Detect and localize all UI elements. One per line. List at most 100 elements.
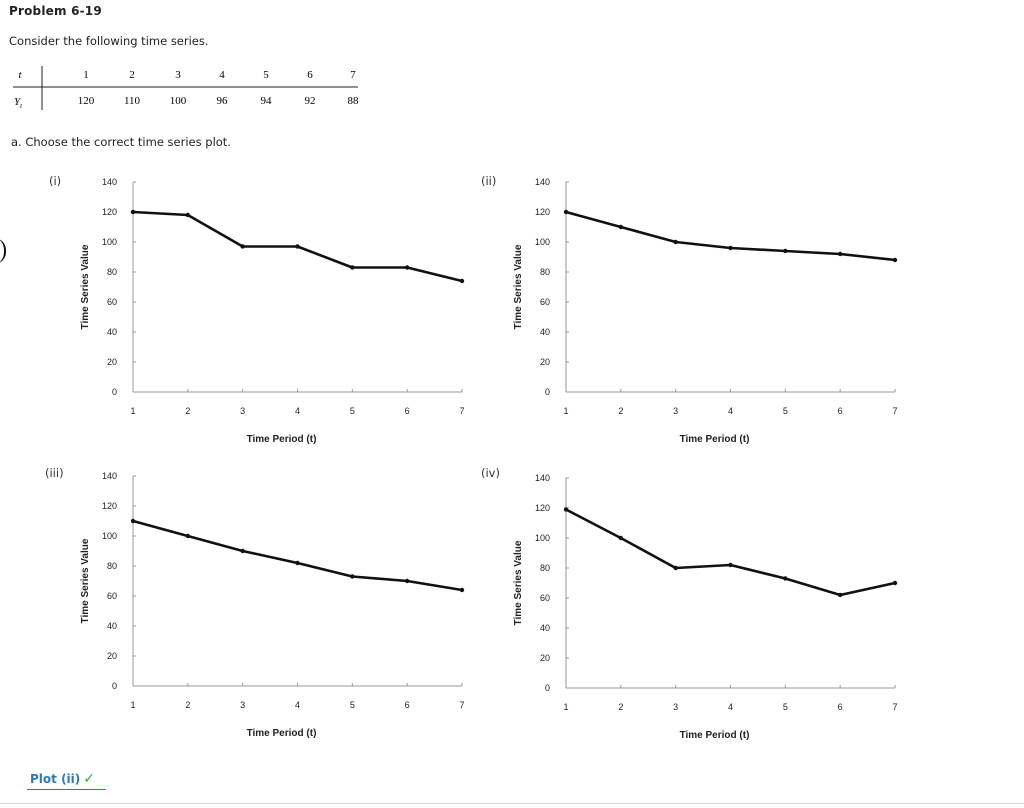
x-tick-label: 7 — [892, 406, 897, 416]
data-point — [240, 548, 245, 554]
y-tick-label: 80 — [540, 267, 550, 277]
series-line — [565, 508, 896, 597]
x-tick-label: 3 — [673, 406, 678, 416]
y-tick-label: 40 — [107, 621, 117, 631]
data-point — [728, 245, 733, 251]
x-tick-label: 3 — [240, 700, 245, 710]
y-tick-label: 100 — [535, 533, 550, 543]
table-y-value: 120 — [78, 95, 95, 107]
data-point — [130, 209, 136, 215]
plot-ii-chart[interactable]: 0 20 40 60 80 100 120 140 1 2 3 4 5 6 7 Time Series Val… — [503, 170, 923, 455]
x-tick-label: 3 — [673, 702, 678, 712]
plot-iii-chart[interactable]: 0 20 40 60 80 100 120 140 1 2 3 4 5 6 7 Time Series Val… — [70, 464, 490, 749]
y-axis-title: Time Series Value — [513, 244, 524, 329]
y-tick-label: 0 — [112, 681, 117, 691]
y-tick-label: 140 — [535, 473, 550, 483]
series-line — [565, 210, 896, 262]
y-tick-label: 120 — [535, 207, 550, 217]
x-tick-label: 6 — [838, 702, 843, 712]
answer-underline — [27, 789, 106, 790]
x-tick-label: 5 — [783, 406, 788, 416]
data-point — [783, 248, 788, 254]
y-tick-label: 80 — [540, 563, 550, 573]
table-y-value: 94 — [261, 95, 273, 107]
plot-label-i: (i) — [49, 174, 62, 188]
data-point — [350, 265, 355, 270]
y-tick-label: 120 — [102, 501, 117, 511]
x-tick-label: 6 — [405, 700, 410, 710]
data-point — [563, 507, 569, 512]
problem-title: Problem 6-19 — [9, 4, 102, 18]
y-tick-label: 100 — [102, 531, 117, 541]
table-t-value: 1 — [83, 69, 89, 81]
y-tick-label: 100 — [102, 237, 117, 247]
data-point — [563, 209, 569, 215]
y-axis-title: Time Series Value — [513, 540, 524, 625]
time-series-table: t Yt 1 2 3 4 5 6 7 120 110 100 96 94 92 88 — [13, 66, 359, 110]
data-point — [404, 265, 410, 270]
y-tick-label: 20 — [107, 651, 117, 661]
x-axis-title: Time Period (t) — [247, 728, 317, 739]
data-point — [350, 574, 355, 579]
table-t-value: 7 — [350, 69, 356, 81]
y-tick-label: 40 — [540, 623, 550, 633]
x-tick-label: 3 — [240, 406, 245, 416]
table-y-value: 96 — [217, 95, 229, 107]
x-axis-title: Time Period (t) — [247, 434, 317, 445]
data-point — [185, 212, 191, 218]
y-tick-label: 60 — [540, 593, 550, 603]
data-point — [783, 576, 788, 581]
check-icon: ✓ — [83, 771, 95, 787]
table-t-value: 4 — [219, 69, 225, 81]
data-point — [295, 560, 300, 566]
x-tick-label: 5 — [350, 406, 355, 416]
x-tick-label: 4 — [728, 406, 733, 416]
data-point — [404, 578, 410, 584]
data-point — [892, 580, 898, 586]
plot-label-ii: (ii) — [481, 174, 497, 188]
table-y-label: Yt — [14, 96, 23, 110]
x-tick-label: 4 — [728, 702, 733, 712]
plot-i-chart[interactable]: 0 20 40 60 80 100 120 140 1 2 3 4 5 6 7 Time Series Val… — [70, 170, 490, 455]
x-tick-label: 2 — [185, 700, 190, 710]
selected-answer[interactable]: Plot (ii) ✓ — [30, 771, 95, 787]
data-point — [185, 533, 191, 539]
y-tick-label: 60 — [107, 297, 117, 307]
table-y-value: 88 — [348, 95, 359, 107]
y-tick-label: 140 — [535, 177, 550, 187]
y-tick-label: 0 — [545, 683, 550, 693]
y-tick-label: 20 — [540, 357, 550, 367]
left-bracket — [0, 238, 6, 264]
selected-answer-text[interactable]: Plot (ii) — [30, 772, 81, 786]
x-axis-title: Time Period (t) — [680, 730, 750, 741]
table-t-value: 5 — [263, 69, 269, 81]
x-tick-label: 7 — [459, 700, 464, 710]
x-tick-label: 2 — [185, 406, 190, 416]
x-tick-label: 1 — [563, 406, 568, 416]
y-tick-label: 100 — [535, 237, 550, 247]
data-point — [892, 257, 898, 263]
plot-iv-chart[interactable]: 0 20 40 60 80 100 120 140 1 2 3 4 5 6 7 Time Series Val… — [503, 466, 923, 751]
table-y-value: 100 — [170, 95, 187, 107]
y-axis-title: Time Series Value — [80, 244, 91, 329]
data-point — [673, 239, 678, 245]
y-tick-label: 20 — [107, 357, 117, 367]
y-tick-label: 80 — [107, 561, 117, 571]
x-tick-label: 4 — [295, 406, 300, 416]
x-tick-label: 1 — [130, 700, 135, 710]
table-t-value: 6 — [307, 69, 313, 81]
data-point — [459, 278, 465, 284]
data-point — [240, 244, 245, 249]
y-tick-label: 60 — [107, 591, 117, 601]
y-tick-label: 80 — [107, 267, 117, 277]
x-tick-label: 6 — [838, 406, 843, 416]
x-tick-label: 5 — [350, 700, 355, 710]
y-tick-label: 60 — [540, 297, 550, 307]
x-tick-label: 6 — [405, 406, 410, 416]
x-tick-label: 4 — [295, 700, 300, 710]
x-tick-label: 1 — [130, 406, 135, 416]
y-tick-label: 120 — [102, 207, 117, 217]
y-tick-label: 40 — [540, 327, 550, 337]
table-t-value: 3 — [175, 69, 181, 81]
plot-label-iv: (iv) — [481, 466, 500, 480]
